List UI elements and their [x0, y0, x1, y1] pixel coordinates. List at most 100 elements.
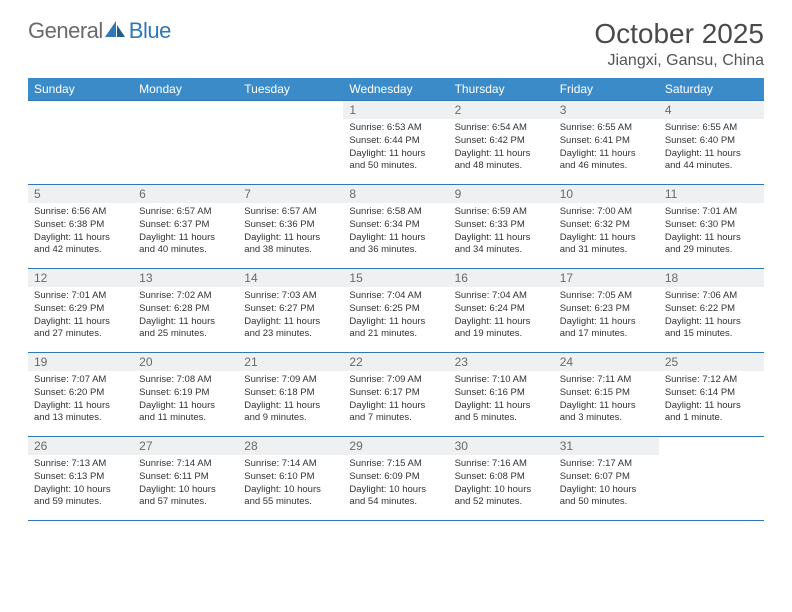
day-detail: Sunrise: 6:58 AMSunset: 6:34 PMDaylight:…: [343, 203, 448, 261]
calendar-cell: 11Sunrise: 7:01 AMSunset: 6:30 PMDayligh…: [659, 185, 764, 269]
daylight-text: Daylight: 10 hours and 52 minutes.: [455, 484, 548, 510]
calendar-cell: 30Sunrise: 7:16 AMSunset: 6:08 PMDayligh…: [449, 437, 554, 521]
sunset-text: Sunset: 6:37 PM: [139, 219, 232, 232]
sunrise-text: Sunrise: 6:55 AM: [665, 122, 758, 135]
day-number: 11: [659, 185, 764, 203]
sunset-text: Sunset: 6:08 PM: [455, 471, 548, 484]
sunset-text: Sunset: 6:36 PM: [244, 219, 337, 232]
sunrise-text: Sunrise: 7:02 AM: [139, 290, 232, 303]
day-number: 27: [133, 437, 238, 455]
calendar-cell: [238, 101, 343, 185]
day-number: 29: [343, 437, 448, 455]
day-detail: Sunrise: 7:16 AMSunset: 6:08 PMDaylight:…: [449, 455, 554, 513]
sunset-text: Sunset: 6:14 PM: [665, 387, 758, 400]
day-detail: Sunrise: 7:04 AMSunset: 6:24 PMDaylight:…: [449, 287, 554, 345]
calendar-cell: 5Sunrise: 6:56 AMSunset: 6:38 PMDaylight…: [28, 185, 133, 269]
calendar-cell: 23Sunrise: 7:10 AMSunset: 6:16 PMDayligh…: [449, 353, 554, 437]
day-number: 19: [28, 353, 133, 371]
day-number: [133, 101, 238, 105]
day-detail: Sunrise: 7:05 AMSunset: 6:23 PMDaylight:…: [554, 287, 659, 345]
weekday-header-row: Sunday Monday Tuesday Wednesday Thursday…: [28, 78, 764, 101]
day-number: 7: [238, 185, 343, 203]
calendar-cell: 1Sunrise: 6:53 AMSunset: 6:44 PMDaylight…: [343, 101, 448, 185]
calendar-row: 5Sunrise: 6:56 AMSunset: 6:38 PMDaylight…: [28, 185, 764, 269]
sunset-text: Sunset: 6:44 PM: [349, 135, 442, 148]
calendar-row: 26Sunrise: 7:13 AMSunset: 6:13 PMDayligh…: [28, 437, 764, 521]
day-detail: Sunrise: 7:10 AMSunset: 6:16 PMDaylight:…: [449, 371, 554, 429]
calendar-cell: 26Sunrise: 7:13 AMSunset: 6:13 PMDayligh…: [28, 437, 133, 521]
sunset-text: Sunset: 6:32 PM: [560, 219, 653, 232]
daylight-text: Daylight: 11 hours and 34 minutes.: [455, 232, 548, 258]
sunset-text: Sunset: 6:40 PM: [665, 135, 758, 148]
sunset-text: Sunset: 6:18 PM: [244, 387, 337, 400]
sunrise-text: Sunrise: 6:58 AM: [349, 206, 442, 219]
calendar-cell: [28, 101, 133, 185]
daylight-text: Daylight: 11 hours and 31 minutes.: [560, 232, 653, 258]
day-number: 4: [659, 101, 764, 119]
day-number: 12: [28, 269, 133, 287]
calendar-cell: 4Sunrise: 6:55 AMSunset: 6:40 PMDaylight…: [659, 101, 764, 185]
sunset-text: Sunset: 6:41 PM: [560, 135, 653, 148]
daylight-text: Daylight: 10 hours and 57 minutes.: [139, 484, 232, 510]
day-number: 3: [554, 101, 659, 119]
day-number: 14: [238, 269, 343, 287]
day-number: 15: [343, 269, 448, 287]
day-detail: Sunrise: 6:55 AMSunset: 6:40 PMDaylight:…: [659, 119, 764, 177]
sunset-text: Sunset: 6:33 PM: [455, 219, 548, 232]
calendar-body: 1Sunrise: 6:53 AMSunset: 6:44 PMDaylight…: [28, 101, 764, 521]
daylight-text: Daylight: 11 hours and 50 minutes.: [349, 148, 442, 174]
daylight-text: Daylight: 11 hours and 27 minutes.: [34, 316, 127, 342]
calendar-table: Sunday Monday Tuesday Wednesday Thursday…: [28, 78, 764, 521]
day-number: 2: [449, 101, 554, 119]
day-number: 9: [449, 185, 554, 203]
daylight-text: Daylight: 11 hours and 5 minutes.: [455, 400, 548, 426]
weekday-header: Sunday: [28, 78, 133, 101]
weekday-header: Monday: [133, 78, 238, 101]
daylight-text: Daylight: 11 hours and 13 minutes.: [34, 400, 127, 426]
sunrise-text: Sunrise: 7:04 AM: [455, 290, 548, 303]
sunset-text: Sunset: 6:38 PM: [34, 219, 127, 232]
calendar-cell: 29Sunrise: 7:15 AMSunset: 6:09 PMDayligh…: [343, 437, 448, 521]
sunrise-text: Sunrise: 7:11 AM: [560, 374, 653, 387]
calendar-cell: 17Sunrise: 7:05 AMSunset: 6:23 PMDayligh…: [554, 269, 659, 353]
day-detail: Sunrise: 6:59 AMSunset: 6:33 PMDaylight:…: [449, 203, 554, 261]
daylight-text: Daylight: 11 hours and 40 minutes.: [139, 232, 232, 258]
daylight-text: Daylight: 11 hours and 9 minutes.: [244, 400, 337, 426]
sunrise-text: Sunrise: 6:53 AM: [349, 122, 442, 135]
calendar-cell: 12Sunrise: 7:01 AMSunset: 6:29 PMDayligh…: [28, 269, 133, 353]
day-number: 13: [133, 269, 238, 287]
calendar-cell: 28Sunrise: 7:14 AMSunset: 6:10 PMDayligh…: [238, 437, 343, 521]
day-number: 30: [449, 437, 554, 455]
day-number: 17: [554, 269, 659, 287]
daylight-text: Daylight: 11 hours and 15 minutes.: [665, 316, 758, 342]
calendar-row: 1Sunrise: 6:53 AMSunset: 6:44 PMDaylight…: [28, 101, 764, 185]
daylight-text: Daylight: 11 hours and 42 minutes.: [34, 232, 127, 258]
sunrise-text: Sunrise: 7:15 AM: [349, 458, 442, 471]
calendar-cell: [659, 437, 764, 521]
sunset-text: Sunset: 6:20 PM: [34, 387, 127, 400]
sunrise-text: Sunrise: 7:10 AM: [455, 374, 548, 387]
weekday-header: Wednesday: [343, 78, 448, 101]
day-number: 25: [659, 353, 764, 371]
sunset-text: Sunset: 6:15 PM: [560, 387, 653, 400]
sunrise-text: Sunrise: 6:59 AM: [455, 206, 548, 219]
daylight-text: Daylight: 11 hours and 1 minute.: [665, 400, 758, 426]
calendar-cell: 9Sunrise: 6:59 AMSunset: 6:33 PMDaylight…: [449, 185, 554, 269]
day-number: [238, 101, 343, 105]
day-detail: Sunrise: 7:00 AMSunset: 6:32 PMDaylight:…: [554, 203, 659, 261]
day-number: 5: [28, 185, 133, 203]
weekday-header: Saturday: [659, 78, 764, 101]
daylight-text: Daylight: 10 hours and 59 minutes.: [34, 484, 127, 510]
daylight-text: Daylight: 10 hours and 50 minutes.: [560, 484, 653, 510]
sunset-text: Sunset: 6:23 PM: [560, 303, 653, 316]
daylight-text: Daylight: 10 hours and 55 minutes.: [244, 484, 337, 510]
sunset-text: Sunset: 6:27 PM: [244, 303, 337, 316]
brand-part1: General: [28, 18, 103, 44]
calendar-cell: 7Sunrise: 6:57 AMSunset: 6:36 PMDaylight…: [238, 185, 343, 269]
day-detail: Sunrise: 7:14 AMSunset: 6:10 PMDaylight:…: [238, 455, 343, 513]
calendar-cell: 31Sunrise: 7:17 AMSunset: 6:07 PMDayligh…: [554, 437, 659, 521]
calendar-cell: 3Sunrise: 6:55 AMSunset: 6:41 PMDaylight…: [554, 101, 659, 185]
calendar-row: 19Sunrise: 7:07 AMSunset: 6:20 PMDayligh…: [28, 353, 764, 437]
sunrise-text: Sunrise: 7:03 AM: [244, 290, 337, 303]
day-detail: Sunrise: 7:09 AMSunset: 6:17 PMDaylight:…: [343, 371, 448, 429]
